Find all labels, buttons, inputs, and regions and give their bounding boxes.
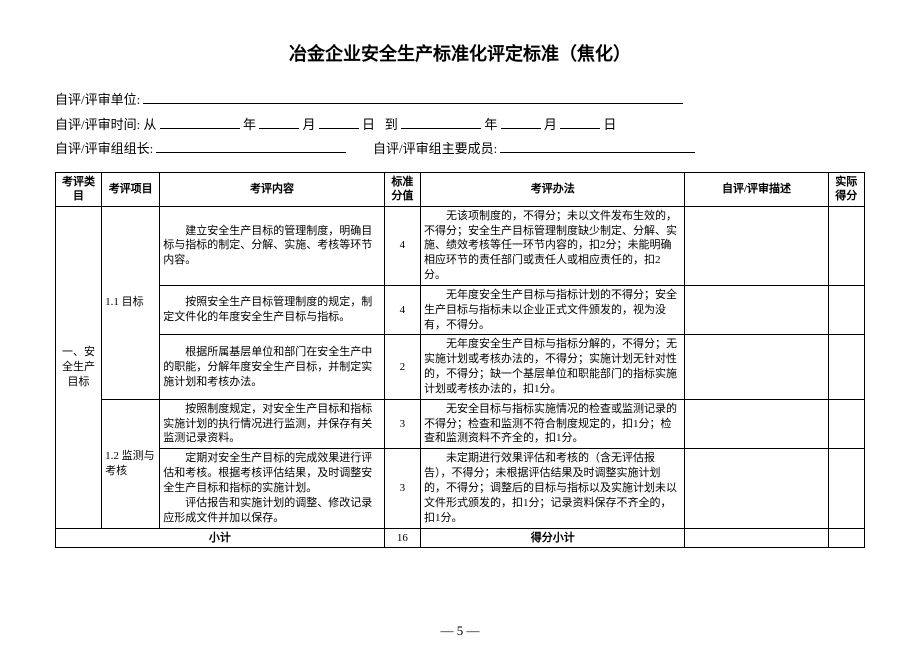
category-cell: 一、安全生产目标 [56, 206, 102, 528]
desc-cell [685, 399, 828, 449]
method-cell: 无年度安全生产目标与指标计划的不得分；安全生产目标与指标未以企业正式文件颁发的，… [421, 285, 685, 335]
method-cell: 未定期进行效果评估和考核的（含无评估报告），不得分；未根据评估结果及时调整实施计… [421, 449, 685, 528]
unit-label: 自评/评审单位: [55, 92, 140, 107]
method-cell: 无安全目标与指标实施情况的检查或监测记录的不得分；检查和监测不符合制度规定的，扣… [421, 399, 685, 449]
method-cell: 无该项制度的，不得分；未以文件发布生效的，不得分；安全生产目标管理制度缺少制定、… [421, 206, 685, 285]
to-year-blank [401, 113, 481, 129]
desc-cell [685, 206, 828, 285]
page-number: — 5 — [0, 623, 920, 639]
score-cell: 3 [384, 449, 420, 528]
from-year-blank [160, 113, 240, 129]
to-day-blank [560, 113, 600, 129]
actual-cell [828, 206, 864, 285]
desc-cell [685, 285, 828, 335]
project-cell: 1.2 监测与考核 [102, 399, 160, 528]
score-cell: 4 [384, 206, 420, 285]
subtotal-method-label: 得分小计 [421, 528, 685, 548]
page-title: 冶金企业安全生产标准化评定标准（焦化） [55, 40, 865, 66]
score-cell: 2 [384, 335, 420, 399]
content-cell: 建立安全生产目标的管理制度，明确目标与指标的制定、分解、实施、考核等环节内容。 [160, 206, 384, 285]
th-method: 考评办法 [421, 173, 685, 207]
project-cell: 1.1 目标 [102, 206, 160, 399]
score-cell: 4 [384, 285, 420, 335]
unit-blank [143, 88, 683, 104]
actual-cell [828, 399, 864, 449]
desc-cell [685, 449, 828, 528]
table-row: 按照安全生产目标管理制度的规定，制定文件化的年度安全生产目标与指标。 4 无年度… [56, 285, 865, 335]
th-std-score: 标准分值 [384, 173, 420, 207]
table-row: 根据所属基层单位和部门在安全生产中的职能，分解年度安全生产目标，并制定实施计划和… [56, 335, 865, 399]
leader-blank [156, 137, 346, 153]
members-label: 自评/评审组主要成员: [373, 141, 497, 156]
content-cell: 根据所属基层单位和部门在安全生产中的职能，分解年度安全生产目标，并制定实施计划和… [160, 335, 384, 399]
content-cell: 定期对安全生产目标的完成效果进行评估和考核。根据考核评估结果，及时调整安全生产目… [160, 449, 384, 528]
form-header: 自评/评审单位: 自评/评审时间: 从 年 月 日 到 年 月 日 自评/评审组… [55, 88, 865, 162]
day2: 日 [603, 117, 616, 132]
th-content: 考评内容 [160, 173, 384, 207]
month2: 月 [544, 117, 557, 132]
th-project: 考评项目 [102, 173, 160, 207]
year2: 年 [484, 117, 497, 132]
subtotal-actual [828, 528, 864, 548]
th-category: 考评类目 [56, 173, 102, 207]
month1: 月 [303, 117, 316, 132]
members-blank [500, 137, 695, 153]
from-label: 从 [143, 117, 156, 132]
subtotal-row: 小计 16 得分小计 [56, 528, 865, 548]
table-row: 一、安全生产目标 1.1 目标 建立安全生产目标的管理制度，明确目标与指标的制定… [56, 206, 865, 285]
actual-cell [828, 285, 864, 335]
actual-cell [828, 449, 864, 528]
to-label: 到 [385, 117, 398, 132]
time-label: 自评/评审时间: [55, 117, 140, 132]
th-desc: 自评/评审描述 [685, 173, 828, 207]
method-cell: 无年度安全生产目标与指标分解的，不得分；无实施计划或考核办法的，不得分；实施计划… [421, 335, 685, 399]
from-day-blank [319, 113, 359, 129]
year1: 年 [243, 117, 256, 132]
from-month-blank [259, 113, 299, 129]
content-cell: 按照制度规定，对安全生产目标和指标实施计划的执行情况进行监测，并保存有关监测记录… [160, 399, 384, 449]
day1: 日 [362, 117, 375, 132]
subtotal-desc [685, 528, 828, 548]
actual-cell [828, 335, 864, 399]
leader-label: 自评/评审组组长: [55, 141, 153, 156]
subtotal-score: 16 [384, 528, 420, 548]
table-row: 定期对安全生产目标的完成效果进行评估和考核。根据考核评估结果，及时调整安全生产目… [56, 449, 865, 528]
th-actual: 实际得分 [828, 173, 864, 207]
assessment-table: 考评类目 考评项目 考评内容 标准分值 考评办法 自评/评审描述 实际得分 一、… [55, 172, 865, 548]
content-cell: 按照安全生产目标管理制度的规定，制定文件化的年度安全生产目标与指标。 [160, 285, 384, 335]
score-cell: 3 [384, 399, 420, 449]
desc-cell [685, 335, 828, 399]
table-row: 1.2 监测与考核 按照制度规定，对安全生产目标和指标实施计划的执行情况进行监测… [56, 399, 865, 449]
subtotal-label: 小计 [56, 528, 385, 548]
to-month-blank [501, 113, 541, 129]
table-header-row: 考评类目 考评项目 考评内容 标准分值 考评办法 自评/评审描述 实际得分 [56, 173, 865, 207]
